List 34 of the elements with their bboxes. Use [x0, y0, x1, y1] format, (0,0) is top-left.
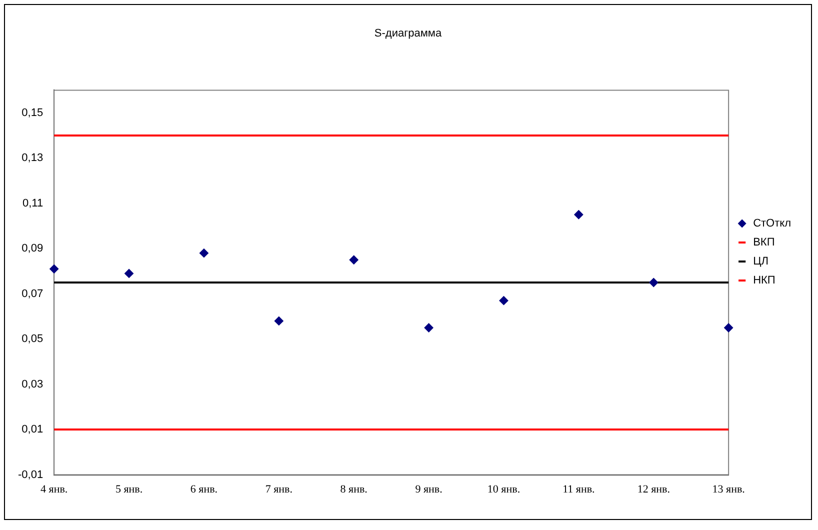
x-tick-label: 7 янв. — [265, 483, 293, 496]
point — [499, 296, 508, 306]
y-tick-label: 0,01 — [22, 424, 44, 436]
chart-title: S-диаграмма — [374, 28, 442, 40]
legend-label: ЦЛ — [753, 256, 768, 268]
y-tick-label: 0,13 — [22, 152, 44, 164]
point — [724, 323, 734, 332]
y-tick-label: -0,01 — [18, 468, 44, 481]
point — [349, 255, 358, 264]
point — [199, 248, 208, 258]
y-tick-label: 0,07 — [22, 288, 44, 300]
point — [649, 278, 658, 287]
x-tick-label: 11 янв. — [562, 483, 596, 496]
y-tick-label: 0,09 — [22, 242, 44, 255]
x-tick-label: 9 янв. — [415, 483, 443, 496]
point — [50, 264, 59, 274]
x-tick-label: 10 янв. — [487, 483, 520, 496]
point — [424, 323, 434, 332]
y-tick-label: 0,03 — [22, 378, 44, 390]
y-tick-label: 0,15 — [22, 106, 44, 119]
legend-label: СтОткл — [753, 218, 792, 230]
y-tick-label: 0,05 — [22, 333, 44, 346]
x-tick-label: 5 янв. — [115, 483, 143, 496]
point — [124, 268, 134, 278]
x-tick-label: 13 янв. — [712, 483, 746, 496]
legend-label: ВКП — [753, 236, 775, 249]
x-tick-label: 12 янв. — [637, 483, 670, 496]
y-tick-label: 0,11 — [22, 197, 44, 210]
legend-label: НКП — [753, 274, 776, 287]
point — [274, 316, 284, 326]
point — [574, 210, 584, 220]
x-tick-label: 6 янв. — [190, 483, 218, 496]
x-tick-label: 8 янв. — [340, 483, 368, 496]
x-tick-label: 4 янв. — [40, 483, 68, 496]
